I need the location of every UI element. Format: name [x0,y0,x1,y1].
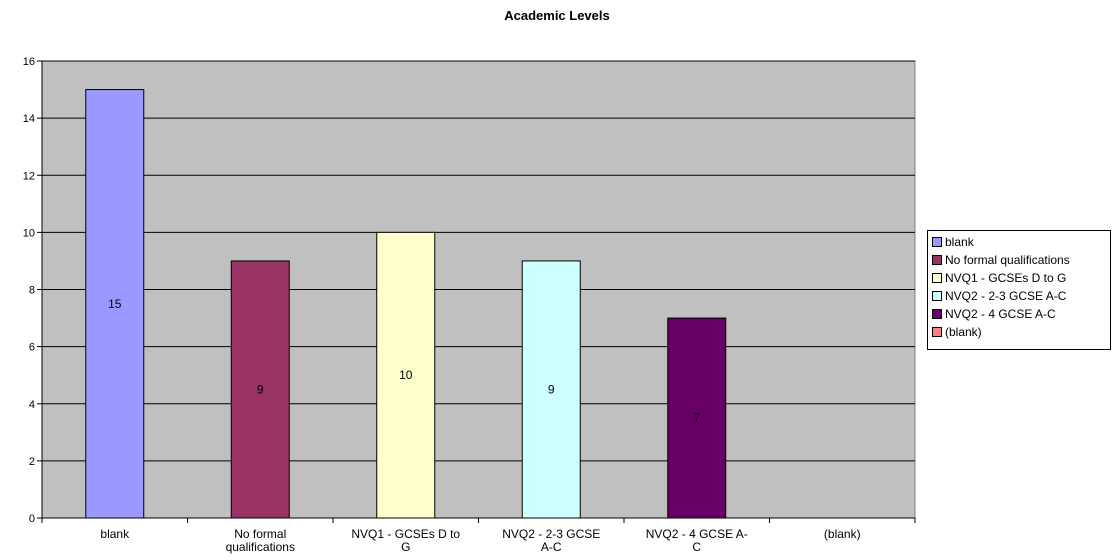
y-tick-label: 4 [29,399,35,411]
x-tick-label: qualifications [226,540,295,554]
legend-label: blank [945,235,974,249]
x-tick-label: NVQ2 - 4 GCSE A- [646,527,748,541]
x-tick-label: C [692,540,701,554]
legend-item: NVQ2 - 4 GCSE A-C [932,305,1106,323]
y-tick-label: 0 [29,513,35,525]
legend-label: No formal qualifications [945,253,1070,267]
x-tick-label: G [401,540,410,554]
data-label: 7 [693,411,700,425]
data-label: 9 [548,382,555,396]
x-tick-label: No formal [234,527,286,541]
legend-swatch [932,327,942,337]
legend-swatch [932,237,942,247]
legend-label: NVQ2 - 4 GCSE A-C [945,307,1056,321]
legend-item: blank [932,233,1106,251]
x-tick-label: A-C [541,540,562,554]
x-tick-label: NVQ2 - 2-3 GCSE [502,527,600,541]
data-label: 9 [257,382,264,396]
legend-swatch [932,309,942,319]
x-tick-label: blank [100,527,130,541]
bar-2 [376,231,436,519]
legend-item: No formal qualifications [932,251,1106,269]
data-label: 10 [399,368,413,382]
data-label: 15 [108,297,122,311]
legend-label: NVQ2 - 2-3 GCSE A-C [945,289,1067,303]
y-tick-label: 6 [29,342,35,354]
legend-item: (blank) [932,323,1106,341]
data-labels: 15 9 10 9 7 [108,297,700,425]
legend: blank No formal qualifications NVQ1 - GCSE… [927,230,1111,350]
bars [85,89,727,519]
bar-4 [667,317,727,519]
legend-swatch [932,291,942,301]
bar-0 [85,89,145,519]
legend-item: NVQ2 - 2-3 GCSE A-C [932,287,1106,305]
y-tick-label: 2 [29,456,35,468]
bar-1 [230,260,290,519]
legend-swatch [932,255,942,265]
chart-title: Academic Levels [504,8,610,23]
bar-3 [521,260,581,519]
y-tick-label: 14 [23,113,35,125]
y-tick-label: 10 [23,227,35,239]
y-axis-ticks: 0 2 4 6 8 10 12 14 16 [23,56,42,525]
y-tick-label: 8 [29,285,35,297]
y-tick-label: 12 [23,170,35,182]
grid-lines [42,60,915,462]
legend-item: NVQ1 - GCSEs D to G [932,269,1106,287]
x-tick-label: (blank) [824,527,861,541]
x-tick-label: NVQ1 - GCSEs D to [351,527,460,541]
legend-swatch [932,273,942,283]
y-tick-label: 16 [23,56,35,68]
legend-label: (blank) [945,325,982,339]
legend-label: NVQ1 - GCSEs D to G [945,271,1067,285]
